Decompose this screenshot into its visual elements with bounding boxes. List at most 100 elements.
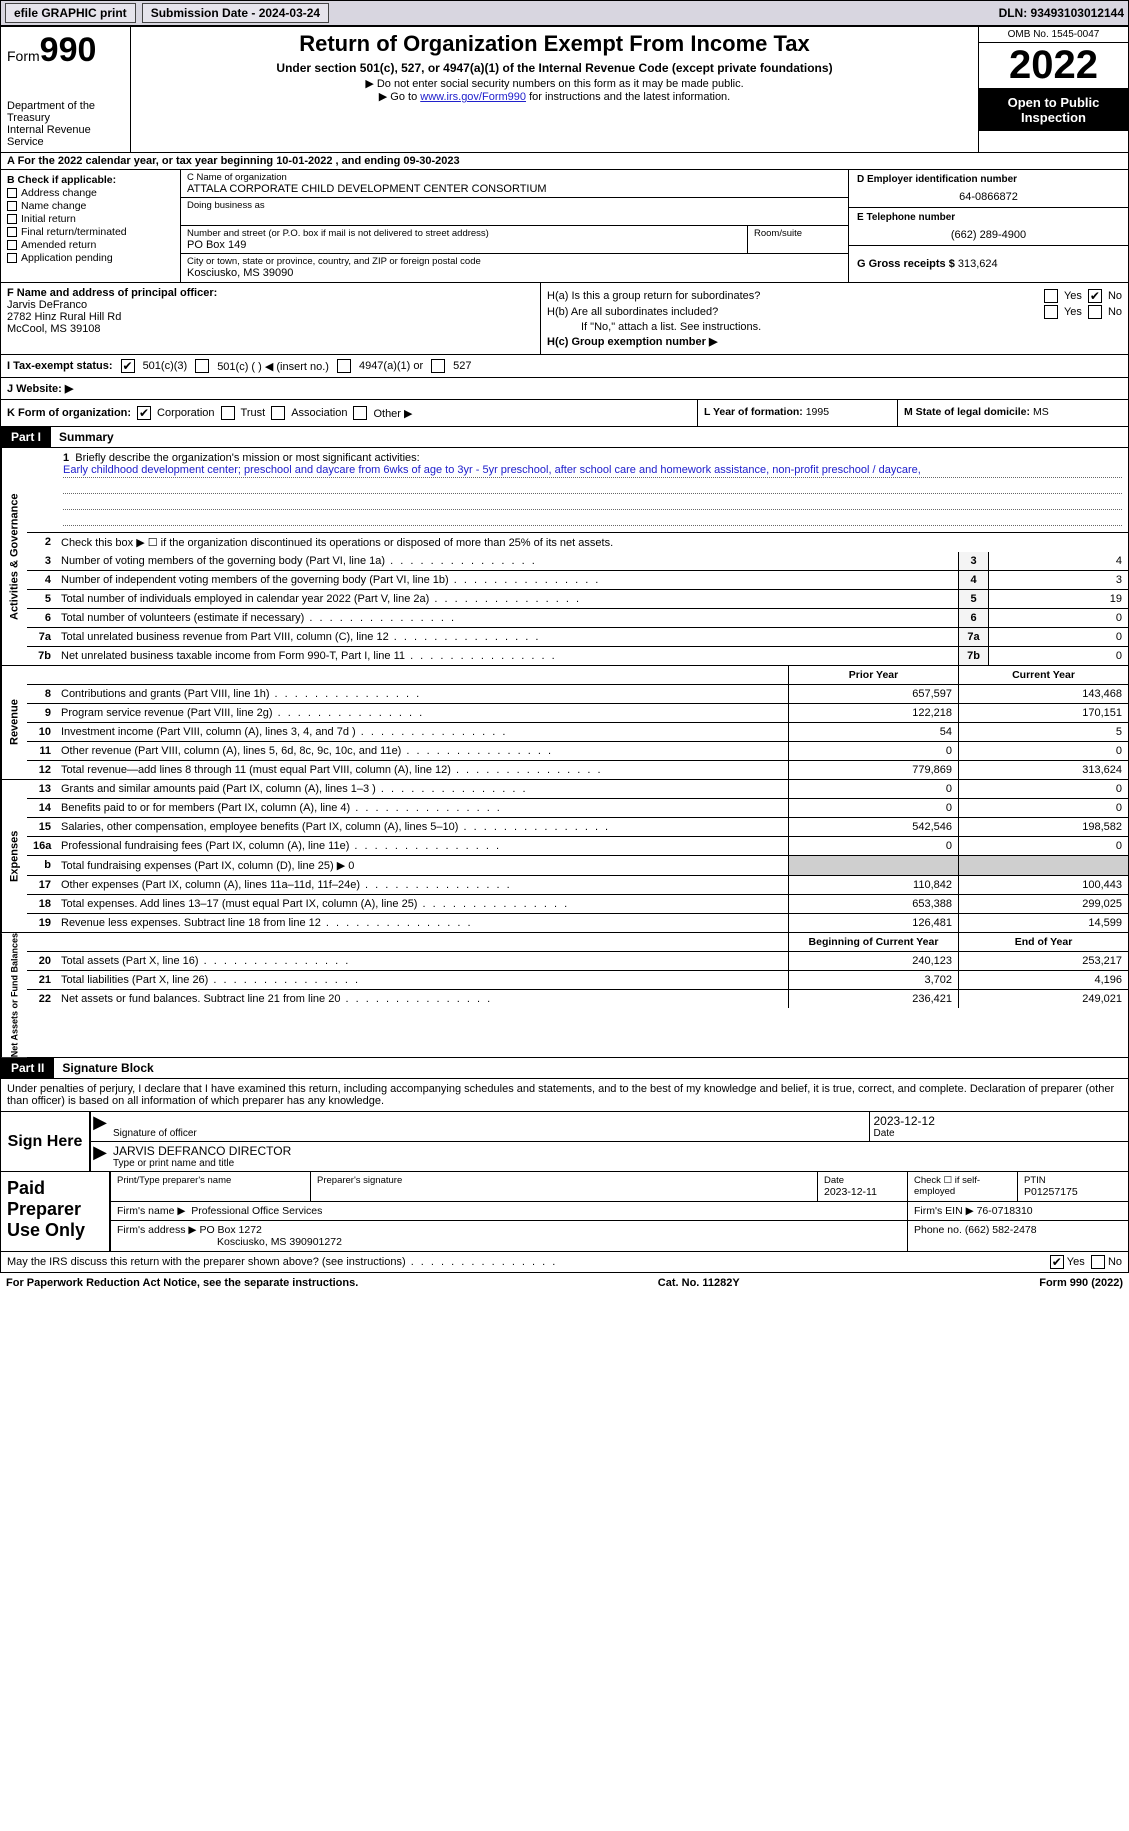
line-text: Other revenue (Part VIII, column (A), li… [57,742,788,760]
firm-phone-value: (662) 582-2478 [965,1224,1037,1236]
form-number: 990 [40,31,97,69]
line-text: Total number of individuals employed in … [57,590,958,608]
phone-value: (662) 289-4900 [857,229,1120,241]
tax-status-label: I Tax-exempt status: [7,360,113,372]
current-year-value: 198,582 [958,818,1128,836]
current-year-value: 299,025 [958,895,1128,913]
opt-address-change: Address change [21,187,97,199]
prior-year-value: 126,481 [788,914,958,932]
chk-final-return[interactable] [7,227,17,237]
chk-association[interactable] [271,406,285,420]
opt-trust: Trust [241,407,266,419]
dba-label: Doing business as [187,200,842,211]
org-name: ATTALA CORPORATE CHILD DEVELOPMENT CENTE… [187,183,842,195]
line-num: 20 [27,952,57,970]
line-text: Benefits paid to or for members (Part IX… [57,799,788,817]
line-num: 11 [27,742,57,760]
chk-name-change[interactable] [7,201,17,211]
part-1-title: Summary [51,427,1128,447]
efile-button[interactable]: efile GRAPHIC print [5,3,136,23]
chk-corporation[interactable]: ✔ [137,406,151,420]
line-num: 14 [27,799,57,817]
prior-year-value [788,856,958,875]
irs-link[interactable]: www.irs.gov/Form990 [420,91,526,103]
officer-addr1: 2782 Hinz Rural Hill Rd [7,311,121,323]
chk-501c3[interactable]: ✔ [121,359,135,373]
current-year-value: 100,443 [958,876,1128,894]
mission-block: 1 Briefly describe the organization's mi… [27,448,1128,533]
opt-501c3: 501(c)(3) [143,360,188,372]
line-num: b [27,856,57,875]
line-box: 4 [958,571,988,589]
submission-date-button[interactable]: Submission Date - 2024-03-24 [142,3,329,23]
state-domicile-label: M State of legal domicile: [904,406,1030,418]
chk-527[interactable] [431,359,445,373]
begin-year-hdr: Beginning of Current Year [788,933,958,951]
chk-application-pending[interactable] [7,253,17,263]
section-klm: K Form of organization: ✔Corporation Tru… [0,400,1129,427]
chk-amended-return[interactable] [7,240,17,250]
discuss-no-checkbox[interactable] [1091,1255,1105,1269]
chk-trust[interactable] [221,406,235,420]
ha-yes-label: Yes [1064,290,1082,302]
hb-yes-checkbox[interactable] [1044,305,1058,319]
chk-address-change[interactable] [7,188,17,198]
top-bar: efile GRAPHIC print Submission Date - 20… [0,0,1129,26]
form-org-label: K Form of organization: [7,407,131,419]
chk-initial-return[interactable] [7,214,17,224]
chk-501c[interactable] [195,359,209,373]
line-text: Contributions and grants (Part VIII, lin… [57,685,788,703]
part-1-header: Part I Summary [0,427,1129,448]
signature-intro: Under penalties of perjury, I declare th… [0,1079,1129,1112]
ein-label: D Employer identification number [857,174,1120,185]
opt-501c: 501(c) ( ) ◀ (insert no.) [217,360,329,373]
prior-year-value: 657,597 [788,685,958,703]
firm-addr2: Kosciusko, MS 390901272 [117,1236,342,1248]
current-year-value: 253,217 [958,952,1128,970]
phone-label: E Telephone number [857,212,1120,223]
expenses-section: Expenses 13 Grants and similar amounts p… [0,780,1129,933]
ha-question: H(a) Is this a group return for subordin… [547,290,1038,302]
line-box: 5 [958,590,988,608]
line-value: 19 [988,590,1128,608]
ha-yes-checkbox[interactable] [1044,289,1058,303]
line-text: Total assets (Part X, line 16) [57,952,788,970]
room-label: Room/suite [754,228,842,239]
line-num: 5 [27,590,57,608]
current-year-value: 4,196 [958,971,1128,989]
part-2-tag: Part II [1,1058,54,1078]
self-employed-check[interactable]: Check ☐ if self-employed [908,1172,1018,1201]
goto-pre: ▶ Go to [379,91,420,103]
hb-no-checkbox[interactable] [1088,305,1102,319]
ptin-label: PTIN [1024,1175,1122,1186]
officer-signature[interactable] [113,1114,865,1128]
vlabel-activities: Activities & Governance [1,448,27,665]
part-2-title: Signature Block [54,1058,1128,1078]
line-num: 8 [27,685,57,703]
discuss-yes-checkbox[interactable]: ✔ [1050,1255,1064,1269]
chk-other[interactable] [353,406,367,420]
opt-initial-return: Initial return [21,213,76,225]
arrow-icon: ▶ [91,1142,109,1171]
line-num: 3 [27,552,57,570]
form-subtitle: Under section 501(c), 527, or 4947(a)(1)… [137,61,972,75]
irs-label: Internal Revenue Service [7,124,124,148]
prior-year-value: 54 [788,723,958,741]
officer-name: Jarvis DeFranco [7,299,87,311]
line-num: 7b [27,647,57,665]
line-text: Total unrelated business revenue from Pa… [57,628,958,646]
line-box: 3 [958,552,988,570]
note-ssn: ▶ Do not enter social security numbers o… [137,77,972,90]
netassets-section: Net Assets or Fund Balances Beginning of… [0,933,1129,1058]
preparer-sig-label: Preparer's signature [317,1175,811,1186]
prior-year-value: 779,869 [788,761,958,779]
chk-4947[interactable] [337,359,351,373]
vlabel-revenue: Revenue [1,666,27,779]
opt-other: Other ▶ [373,407,412,420]
line-box: 7b [958,647,988,665]
org-name-label: C Name of organization [187,172,842,183]
mission-question: Briefly describe the organization's miss… [75,452,419,464]
open-to-public: Open to Public Inspection [979,89,1128,131]
ha-no-checkbox[interactable]: ✔ [1088,289,1102,303]
prior-year-value: 240,123 [788,952,958,970]
